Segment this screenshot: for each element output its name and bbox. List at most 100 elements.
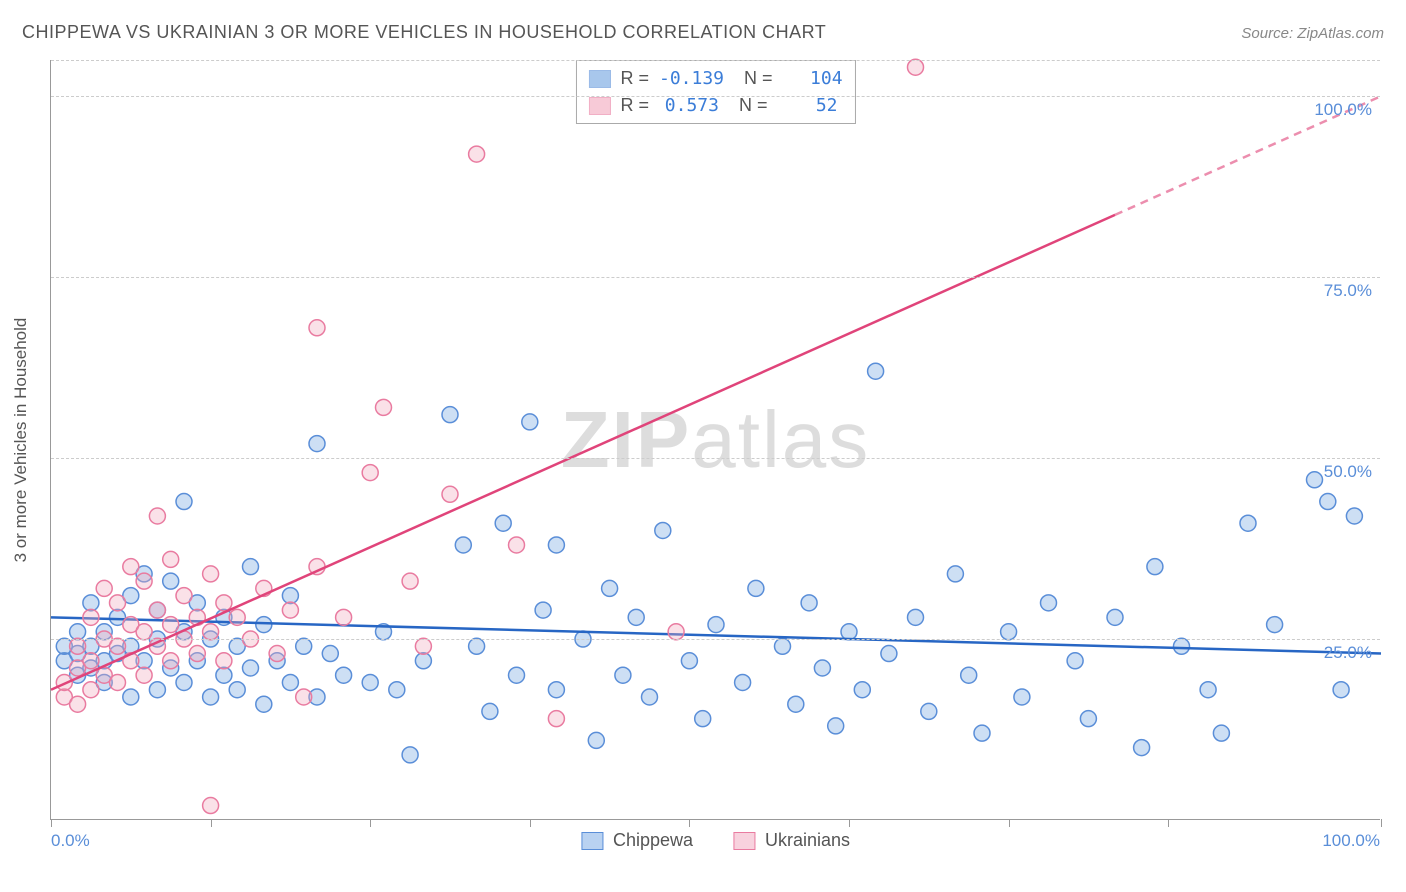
data-point <box>149 602 165 618</box>
x-legend: Chippewa Ukrainians <box>581 830 850 851</box>
data-point <box>322 646 338 662</box>
data-point <box>509 667 525 683</box>
data-point <box>775 638 791 654</box>
x-tick <box>1009 819 1010 827</box>
gridline <box>51 458 1380 459</box>
data-point <box>908 59 924 75</box>
data-point <box>203 624 219 640</box>
data-point <box>216 653 232 669</box>
chart-title: CHIPPEWA VS UKRAINIAN 3 OR MORE VEHICLES… <box>22 22 826 43</box>
data-point <box>469 146 485 162</box>
data-point <box>149 682 165 698</box>
data-point <box>921 703 937 719</box>
data-point <box>336 609 352 625</box>
data-point <box>189 646 205 662</box>
data-point <box>469 638 485 654</box>
data-point <box>1041 595 1057 611</box>
data-point <box>1320 494 1336 510</box>
y-tick-label: 75.0% <box>1324 281 1372 301</box>
data-point <box>110 638 126 654</box>
data-point <box>203 566 219 582</box>
stat-legend-row: R =-0.139N =104 <box>588 65 842 92</box>
data-point <box>1067 653 1083 669</box>
data-point <box>814 660 830 676</box>
data-point <box>788 696 804 712</box>
x-tick <box>51 819 52 827</box>
data-point <box>163 617 179 633</box>
data-point <box>828 718 844 734</box>
gridline <box>51 60 1380 61</box>
y-tick-label: 100.0% <box>1314 100 1372 120</box>
data-point <box>163 551 179 567</box>
x-tick <box>370 819 371 827</box>
data-point <box>854 682 870 698</box>
data-point <box>522 414 538 430</box>
data-point <box>908 609 924 625</box>
data-point <box>1001 624 1017 640</box>
data-point <box>229 682 245 698</box>
stat-r-value: -0.139 <box>659 65 724 92</box>
legend-swatch <box>588 97 610 115</box>
data-point <box>642 689 658 705</box>
data-point <box>602 580 618 596</box>
data-point <box>402 747 418 763</box>
data-point <box>216 667 232 683</box>
data-point <box>70 696 86 712</box>
data-point <box>110 595 126 611</box>
data-point <box>974 725 990 741</box>
stat-n-value: 104 <box>783 65 843 92</box>
data-point <box>389 682 405 698</box>
data-point <box>1240 515 1256 531</box>
stat-legend: R =-0.139N =104R =0.573N =52 <box>575 60 855 124</box>
data-point <box>362 465 378 481</box>
plot-area: ZIPatlas 3 or more Vehicles in Household… <box>50 60 1380 820</box>
data-point <box>83 653 99 669</box>
data-point <box>136 624 152 640</box>
data-point <box>136 667 152 683</box>
data-point <box>83 682 99 698</box>
data-point <box>615 667 631 683</box>
stat-n-label: N = <box>744 65 773 92</box>
data-point <box>415 653 431 669</box>
data-point <box>70 624 86 640</box>
x-tick-label: 0.0% <box>51 831 90 851</box>
data-point <box>402 573 418 589</box>
data-point <box>123 689 139 705</box>
data-point <box>336 667 352 683</box>
x-tick <box>1381 819 1382 827</box>
data-point <box>123 559 139 575</box>
data-point <box>482 703 498 719</box>
x-legend-label: Chippewa <box>613 830 693 851</box>
data-point <box>309 320 325 336</box>
data-point <box>1080 711 1096 727</box>
data-point <box>681 653 697 669</box>
x-tick <box>849 819 850 827</box>
gridline <box>51 96 1380 97</box>
data-point <box>376 399 392 415</box>
data-point <box>881 646 897 662</box>
x-legend-label: Ukrainians <box>765 830 850 851</box>
x-tick <box>689 819 690 827</box>
data-point <box>1174 638 1190 654</box>
data-point <box>1014 689 1030 705</box>
data-point <box>628 609 644 625</box>
data-point <box>229 609 245 625</box>
data-point <box>868 363 884 379</box>
data-point <box>110 674 126 690</box>
chart-svg <box>51 60 1380 819</box>
data-point <box>708 617 724 633</box>
legend-swatch <box>588 70 610 88</box>
data-point <box>1307 472 1323 488</box>
x-tick <box>211 819 212 827</box>
data-point <box>535 602 551 618</box>
data-point <box>203 798 219 814</box>
data-point <box>256 617 272 633</box>
data-point <box>1134 740 1150 756</box>
data-point <box>961 667 977 683</box>
data-point <box>282 602 298 618</box>
data-point <box>216 595 232 611</box>
data-point <box>70 638 86 654</box>
x-tick-label: 100.0% <box>1322 831 1380 851</box>
data-point <box>149 508 165 524</box>
data-point <box>735 674 751 690</box>
